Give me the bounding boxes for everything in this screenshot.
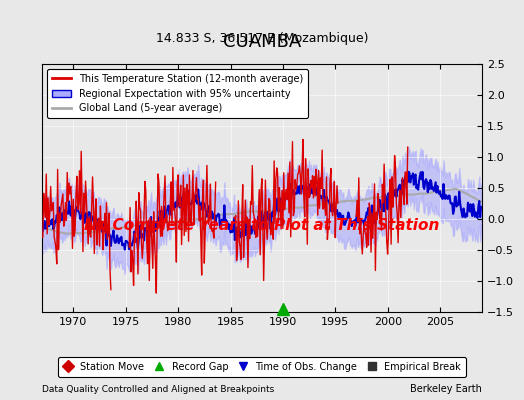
Legend: Station Move, Record Gap, Time of Obs. Change, Empirical Break: Station Move, Record Gap, Time of Obs. C… (58, 357, 466, 376)
Text: 14.833 S, 36.517 E (Mozambique): 14.833 S, 36.517 E (Mozambique) (156, 32, 368, 45)
Text: Berkeley Earth: Berkeley Earth (410, 384, 482, 394)
Text: No Complete Years to Plot at This Station: No Complete Years to Plot at This Statio… (84, 218, 440, 233)
Title: CUAMBA: CUAMBA (223, 33, 301, 51)
Text: Data Quality Controlled and Aligned at Breakpoints: Data Quality Controlled and Aligned at B… (42, 385, 274, 394)
